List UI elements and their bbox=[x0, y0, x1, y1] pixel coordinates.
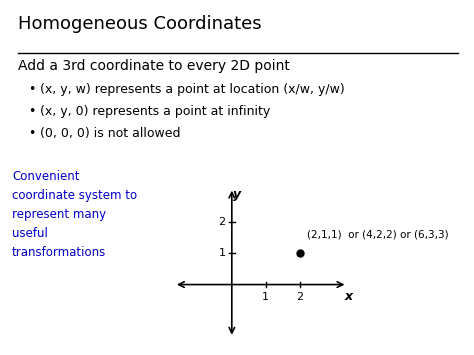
Text: 1: 1 bbox=[262, 293, 269, 302]
Text: Homogeneous Coordinates: Homogeneous Coordinates bbox=[18, 15, 262, 33]
Text: •: • bbox=[28, 105, 36, 118]
Text: Add a 3rd coordinate to every 2D point: Add a 3rd coordinate to every 2D point bbox=[18, 59, 290, 73]
Text: 1: 1 bbox=[219, 248, 226, 258]
Text: (x, y, 0) represents a point at infinity: (x, y, 0) represents a point at infinity bbox=[40, 105, 270, 118]
Text: (x, y, w) represents a point at location (x/w, y/w): (x, y, w) represents a point at location… bbox=[40, 83, 345, 96]
Text: (2,1,1)  or (4,2,2) or (6,3,3): (2,1,1) or (4,2,2) or (6,3,3) bbox=[307, 229, 448, 239]
Text: (0, 0, 0) is not allowed: (0, 0, 0) is not allowed bbox=[40, 127, 181, 140]
Text: 2: 2 bbox=[219, 217, 226, 227]
Text: Convenient
coordinate system to
represent many
useful
transformations: Convenient coordinate system to represen… bbox=[12, 170, 137, 259]
Text: x: x bbox=[345, 290, 353, 303]
Text: •: • bbox=[28, 127, 36, 140]
Text: •: • bbox=[28, 83, 36, 96]
Text: y: y bbox=[233, 189, 241, 201]
Text: 2: 2 bbox=[296, 293, 303, 302]
